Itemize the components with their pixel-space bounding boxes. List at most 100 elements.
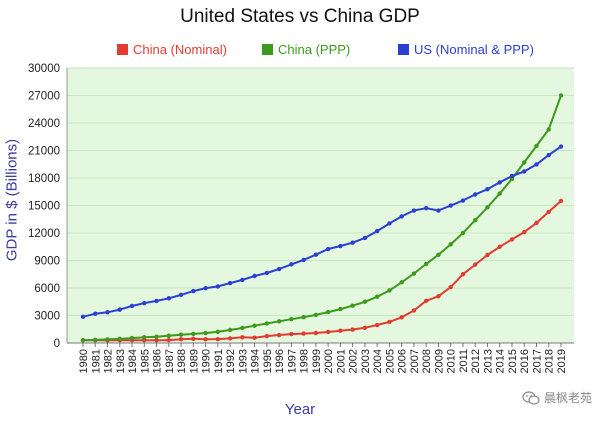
series-line-china-ppp [82,95,562,342]
x-tick-label: 2003 [360,349,372,373]
legend-item-china-nominal[interactable]: China (Nominal) [117,42,227,57]
data-point-china-ppp [264,321,270,326]
y-tick-label: 27000 [28,91,60,103]
data-point-us [301,257,306,263]
data-point-china-ppp [227,327,233,333]
watermark-text: 晨枫老苑 [543,391,592,405]
data-point-china-nominal [509,237,515,242]
y-tick-label: 6000 [34,283,60,295]
data-point-china-ppp [448,242,453,247]
data-point-china-nominal [264,333,270,339]
x-tick-label: 2016 [519,349,531,373]
data-point-china-ppp [350,303,355,308]
data-point-us [191,288,196,294]
x-tick-label: 2001 [335,349,347,373]
data-point-china-ppp [166,333,171,338]
axes [66,68,574,344]
data-point-china-nominal [203,337,208,342]
data-point-china-ppp [129,335,135,341]
data-point-china-ppp [105,337,110,342]
data-point-china-nominal [485,252,490,258]
data-point-china-ppp [546,127,551,132]
legend-swatch-china-ppp [262,44,273,55]
x-tick-label: 1995 [262,349,274,373]
x-tick-label: 1980 [78,349,90,373]
data-point-china-ppp [313,312,319,318]
data-point-us [166,296,171,301]
x-tick-label: 2000 [323,349,335,373]
data-point-us [252,273,257,279]
data-point-china-ppp [362,299,368,304]
y-tick-label: 0 [54,338,60,350]
data-point-us [129,303,135,309]
data-point-china-nominal [240,335,245,340]
data-point-china-ppp [374,294,380,299]
data-point-us [546,152,551,158]
data-point-us [80,314,86,319]
data-point-china-ppp [436,252,441,258]
data-point-us [497,180,502,185]
x-tick-label: 2004 [372,349,384,373]
data-point-china-nominal [387,319,392,325]
data-point-china-nominal [191,336,196,341]
data-point-china-nominal [362,325,368,330]
data-point-china-ppp [117,336,122,342]
data-point-china-ppp [154,334,159,339]
legend-label-china-ppp: China (PPP) [278,42,351,57]
legend-item-us[interactable]: US (Nominal & PPP) [398,42,534,57]
data-point-china-ppp [399,280,404,285]
data-point-china-ppp [485,205,490,210]
data-point-us [509,173,515,179]
data-point-us [522,169,527,174]
x-tick-label: 2008 [421,349,433,373]
x-tick-label: 1998 [299,349,311,373]
data-point-us [276,266,282,272]
data-point-china-nominal [436,294,441,299]
data-point-china-nominal [522,229,527,235]
data-point-china-nominal [276,332,282,338]
x-tick-label: 2007 [409,349,421,373]
data-point-us [289,262,294,267]
legend: China (Nominal) China (PPP) US (Nominal … [0,42,600,60]
data-point-china-nominal [546,209,551,215]
data-point-china-ppp [387,288,392,293]
x-tick-label: 2019 [556,349,568,373]
data-point-us [338,243,343,249]
chart-title: United States vs China GDP [180,6,420,27]
series-line-china-nominal [83,200,562,342]
legend-label-china-nominal: China (Nominal) [133,42,227,57]
data-point-us [362,235,368,241]
data-point-china-ppp [276,319,282,324]
data-point-china-ppp [93,337,98,343]
data-point-china-nominal [497,244,502,249]
legend-item-china-ppp[interactable]: China (PPP) [262,42,350,57]
x-tick-label: 1990 [201,349,213,373]
data-point-china-nominal [289,331,294,337]
x-tick-label: 1989 [188,349,200,373]
series-line-us [82,145,562,318]
data-point-china-nominal [460,272,466,277]
data-point-china-ppp [178,332,184,337]
legend-swatch-us [398,44,409,55]
legend-swatch-china-nominal [117,44,128,55]
y-tick-label: 15000 [28,201,60,213]
data-point-us [203,285,208,291]
y-tick-label: 12000 [28,228,60,240]
watermark: 晨枫老苑 [522,389,592,406]
y-tick-label: 24000 [28,118,60,130]
grid-lines [67,67,574,316]
data-point-us [399,214,404,219]
data-point-china-ppp [80,338,86,343]
data-point-china-ppp [191,331,196,337]
data-point-china-nominal [325,329,331,335]
data-point-us [387,221,392,226]
x-tick-label: 2005 [384,349,396,373]
x-tick-label: 2013 [482,349,494,373]
data-point-us [105,310,110,315]
data-point-china-ppp [534,143,539,149]
data-point-china-nominal [338,328,343,333]
x-tick-label: 2009 [433,349,445,373]
y-tick-labels: 0 3000 6000 9000 12000 15000 18000 21000 24000 27… [28,63,60,350]
x-tick-labels: 1980 1981 1982 1983 1984 1985 1986 1987 1988 1989… [78,343,568,373]
data-point-china-nominal [313,330,319,336]
